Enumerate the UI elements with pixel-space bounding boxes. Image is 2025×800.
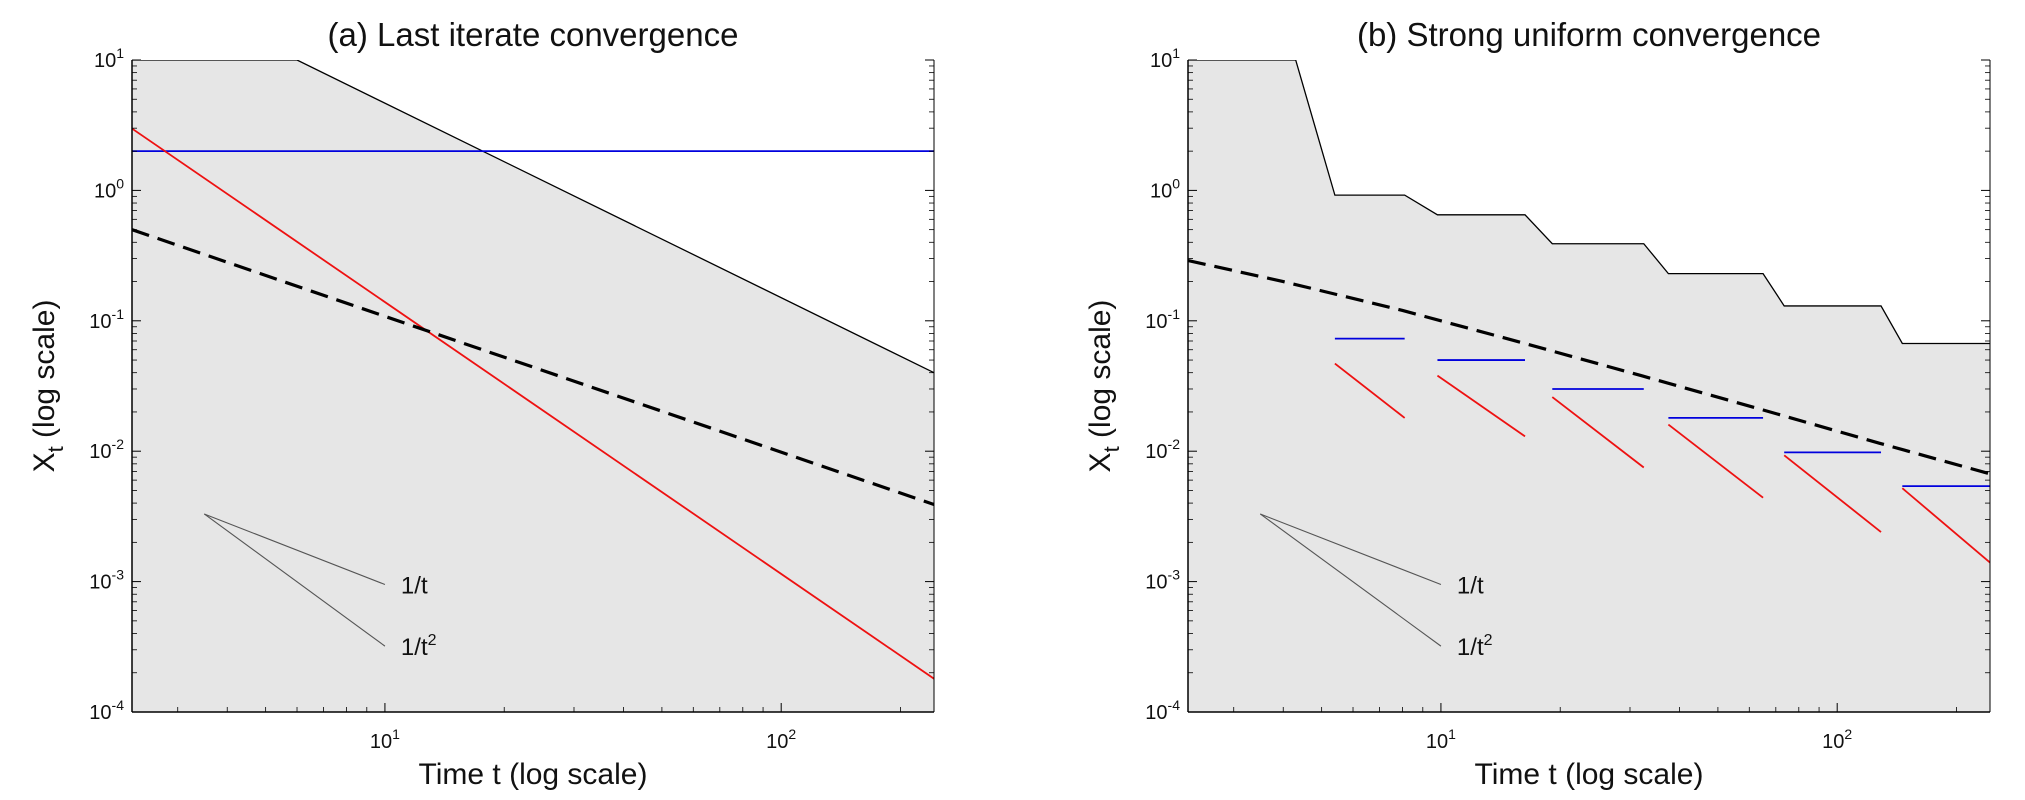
x-tick-label: 101: [370, 726, 400, 753]
slope-reference-line-2: [1259, 513, 1442, 647]
red-segments-segment-4: [1667, 423, 1764, 499]
y-tick-label: 10-1: [89, 306, 124, 333]
dashed-series-line: [132, 228, 934, 507]
dashed-series-line: [1188, 258, 1990, 476]
chart-title: (b) Strong uniform convergence: [1357, 16, 1821, 53]
chart-panel-1: 1/t 1/t2 101 100 10-1 10-2 10-3 10-4 101 102 (a) L…: [28, 16, 935, 791]
upper-boundary-line: [132, 60, 934, 374]
slope-label-1: 1/t: [1457, 573, 1484, 600]
x-axis-label: Time t (log scale): [1475, 758, 1704, 791]
y-tick-label: 10-2: [89, 436, 124, 463]
red-segments-segment-5: [1783, 454, 1882, 533]
y-tick-label: 10-2: [1145, 436, 1180, 463]
red-segments-segment-6: [1901, 487, 1990, 564]
y-axis-label: Xt (log scale): [28, 300, 68, 473]
chart-title: (a) Last iterate convergence: [328, 16, 739, 53]
shaded-region: [132, 60, 934, 712]
y-tick-label: 101: [94, 45, 124, 72]
slope-reference-line-1: [204, 513, 386, 586]
slope-reference-line-2: [203, 513, 386, 647]
upper-boundary-line: [1188, 60, 1990, 345]
x-axis-label: Time t (log scale): [419, 758, 648, 791]
y-tick-label: 100: [94, 175, 124, 202]
x-tick-label: 102: [1822, 726, 1852, 753]
red-segments-segment-3: [1551, 396, 1645, 469]
x-tick-label: 101: [1426, 726, 1456, 753]
slope-reference-line-1: [1260, 513, 1442, 586]
y-tick-label: 10-4: [89, 697, 124, 724]
slope-label-1: 1/t: [401, 573, 428, 600]
y-tick-label: 10-3: [1145, 567, 1180, 594]
y-tick-label: 10-1: [1145, 306, 1180, 333]
red-segments-segment-1: [1334, 362, 1406, 419]
y-tick-label: 10-4: [1145, 697, 1180, 724]
y-axis-label: Xt (log scale): [1084, 300, 1124, 473]
red-series-line: [132, 127, 934, 680]
shaded-region: [1188, 60, 1990, 712]
y-tick-label: 100: [1150, 175, 1180, 202]
slope-label-2: 1/t2: [1457, 632, 1493, 661]
x-tick-label: 102: [766, 726, 796, 753]
chart-panel-2: 1/t 1/t2 101 100 10-1 10-2 10-3 10-4 101 102 (b) S…: [1084, 16, 1991, 791]
y-tick-label: 10-3: [89, 567, 124, 594]
red-segments-segment-2: [1436, 374, 1526, 438]
y-tick-label: 101: [1150, 45, 1180, 72]
slope-label-2: 1/t2: [401, 632, 437, 661]
